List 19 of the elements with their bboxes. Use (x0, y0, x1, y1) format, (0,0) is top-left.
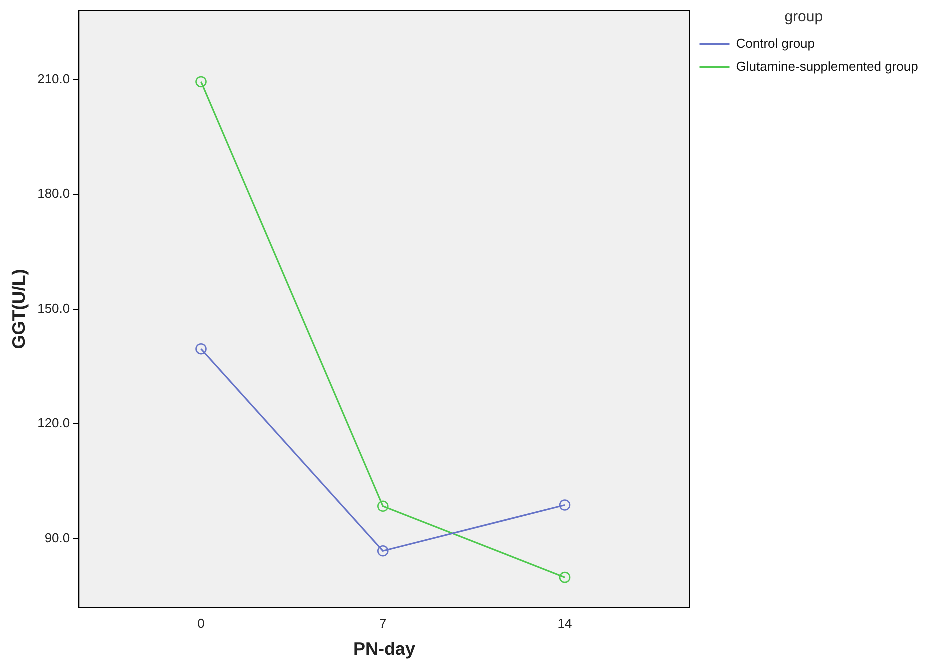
point (196, 343, 207, 355)
y-tick-label: 150.0 (38, 300, 70, 316)
y-tick-label: 180.0 (38, 186, 70, 202)
x-tick-label: 0 (198, 616, 205, 632)
y-tick-label: 120.0 (38, 416, 70, 431)
legend-label: Control group (736, 36, 816, 52)
x-tick-label: 14 (558, 616, 572, 632)
point (377, 500, 389, 512)
legend-label: Glutamine-supplemented group (736, 59, 918, 74)
x-tick-label: 7 (380, 616, 387, 632)
point (377, 546, 389, 557)
point (559, 500, 571, 511)
x-axis-title: PN-day (353, 639, 416, 660)
point (559, 572, 571, 584)
legend-title: group (784, 8, 824, 26)
y-tick-label: 90.0 (44, 530, 70, 546)
y-axis-title: GGT(U/L) (8, 269, 29, 350)
point (196, 76, 207, 88)
y-tick-label: 210.0 (38, 71, 70, 86)
